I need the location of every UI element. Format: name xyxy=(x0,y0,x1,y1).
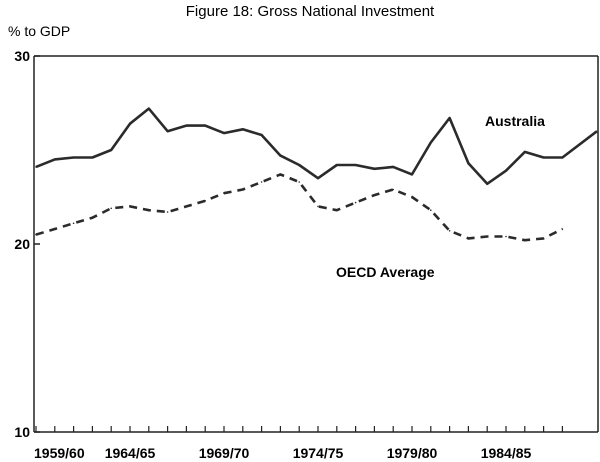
x-tick-label: 1969/70 xyxy=(199,445,250,461)
data-point xyxy=(223,132,225,134)
data-point xyxy=(467,237,470,240)
data-point xyxy=(354,164,357,166)
x-tick-label: 1974/75 xyxy=(293,445,344,461)
data-point xyxy=(54,158,56,161)
x-tick-label: 1984/85 xyxy=(481,445,532,461)
data-point xyxy=(35,233,37,236)
series-line-australia xyxy=(35,107,598,186)
x-tick-label: 1979/80 xyxy=(387,445,438,461)
data-point xyxy=(505,235,507,238)
data-point xyxy=(486,183,489,185)
data-point xyxy=(91,156,94,159)
data-point xyxy=(298,164,301,166)
series-layer xyxy=(35,107,598,242)
data-point xyxy=(260,181,263,183)
y-axis-ticks: 10 20 30 xyxy=(14,48,40,440)
data-point xyxy=(317,205,319,208)
data-point xyxy=(448,230,451,232)
data-point xyxy=(72,222,75,225)
x-tick-label: 1964/65 xyxy=(105,445,156,461)
data-point xyxy=(204,200,206,202)
y-tick-label: 30 xyxy=(14,48,30,64)
data-point xyxy=(185,124,188,127)
data-point xyxy=(542,237,545,240)
data-point xyxy=(392,166,395,168)
data-point xyxy=(242,128,244,131)
data-point xyxy=(392,188,395,191)
data-point xyxy=(129,122,131,125)
legend-oecd-average: OECD Average xyxy=(336,264,435,280)
data-point xyxy=(54,228,56,230)
data-point xyxy=(524,151,526,153)
data-point xyxy=(35,166,37,168)
data-point xyxy=(317,177,319,179)
chart-title: Figure 18: Gross National Investment xyxy=(186,3,435,20)
data-point xyxy=(411,196,413,198)
data-point xyxy=(298,181,301,183)
data-point xyxy=(542,156,545,159)
data-point xyxy=(148,209,150,211)
data-point xyxy=(279,154,282,157)
legend-australia: Australia xyxy=(485,113,545,129)
data-point xyxy=(260,134,263,136)
data-point xyxy=(91,216,94,219)
data-point xyxy=(561,228,564,230)
data-point xyxy=(110,149,112,151)
data-point xyxy=(204,124,206,127)
data-point xyxy=(561,156,564,159)
data-point xyxy=(148,107,150,110)
data-point xyxy=(373,168,376,170)
x-axis-ticks: 1959/60 1964/65 1969/70 1974/75 1979/80 1984/… xyxy=(34,426,564,461)
data-point xyxy=(242,188,244,191)
y-tick-label: 10 xyxy=(14,424,30,440)
data-point xyxy=(279,173,282,176)
y-axis-label: % to GDP xyxy=(8,23,70,39)
data-point xyxy=(110,207,112,210)
data-point xyxy=(166,211,169,213)
data-point xyxy=(486,235,489,238)
data-point xyxy=(373,194,376,196)
x-tick-label: 1959/60 xyxy=(34,445,85,461)
data-point xyxy=(185,205,188,208)
data-point xyxy=(129,205,131,208)
y-tick-label: 20 xyxy=(14,236,30,252)
data-point xyxy=(467,162,470,164)
data-point xyxy=(505,169,507,172)
data-point xyxy=(336,209,338,211)
data-point xyxy=(430,141,432,144)
data-point xyxy=(223,192,225,194)
data-point xyxy=(411,173,413,176)
data-point xyxy=(166,130,169,132)
data-point xyxy=(448,117,451,119)
data-point xyxy=(336,164,338,166)
series-line-oecd-average xyxy=(35,173,563,242)
data-point xyxy=(430,209,432,211)
data-point xyxy=(354,201,357,204)
data-point xyxy=(72,156,75,159)
data-point xyxy=(524,239,526,241)
